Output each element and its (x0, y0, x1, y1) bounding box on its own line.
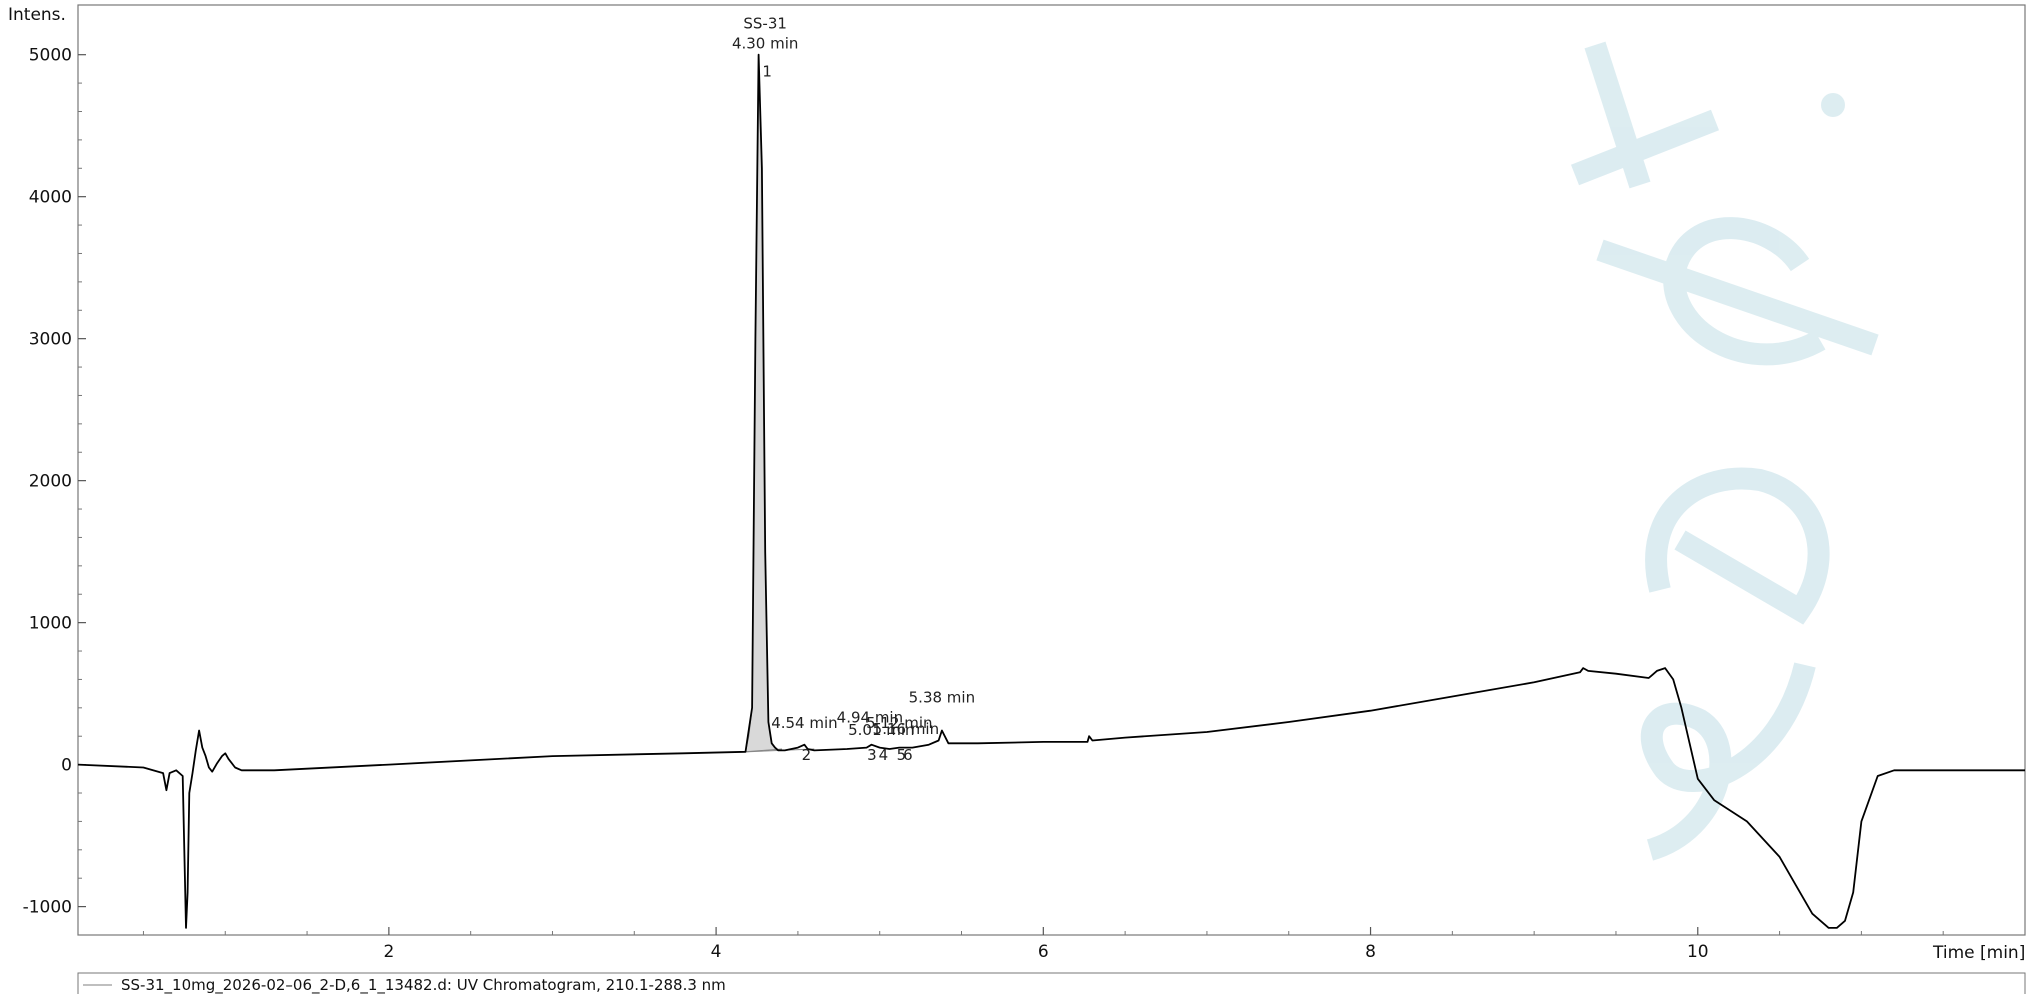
peak-labels: SS-31 4.30 min 1 4.54 min 2 4.94 min 3 5.01 min… (732, 15, 975, 764)
peak-number: 5 (897, 746, 907, 764)
peak-name-label: SS-31 (743, 15, 787, 33)
y-tick-label: 0 (61, 756, 72, 776)
x-axis: 2 4 6 8 10 (142, 927, 1944, 962)
x-axis-title: Time [min] (1932, 943, 2025, 963)
y-tick-label: 4000 (29, 188, 72, 208)
peak-number: 3 (867, 746, 877, 764)
y-tick-label: 2000 (29, 472, 72, 492)
series-line (77, 53, 2025, 929)
plot-frame (77, 4, 2026, 936)
peak-rt-label: 4.30 min (732, 35, 798, 53)
watermark (1570, 41, 1879, 861)
peak-number: 4 (879, 746, 889, 764)
x-tick-label: 2 (383, 942, 394, 962)
peak-rt-label: 4.94 min (837, 709, 903, 727)
y-tick-label: 1000 (29, 614, 72, 634)
y-axis: -1000 0 1000 2000 3000 4000 5000 (23, 46, 86, 918)
peak-rt-label: 5.16 min (873, 720, 939, 738)
x-tick-label: 8 (1365, 942, 1376, 962)
legend-entry: SS-31_10mg_2026-02–06_2-D,6_1_13482.d: U… (121, 976, 726, 994)
peak-number: 2 (802, 746, 812, 764)
y-axis-title: Intens. (8, 5, 66, 25)
peak-area (744, 54, 815, 753)
x-tick-label: 6 (1038, 942, 1049, 962)
peak-number: 1 (762, 63, 772, 81)
y-tick-label: -1000 (23, 898, 72, 918)
x-tick-label: 4 (711, 942, 722, 962)
y-tick-label: 3000 (29, 330, 72, 350)
chromatogram-trace (77, 53, 2025, 929)
x-tick-label: 10 (1687, 942, 1709, 962)
peak-rt-label: 5.38 min (909, 689, 975, 707)
peak-rt-label: 4.54 min (771, 714, 837, 732)
peak-rt-label: 5.01 min (848, 721, 914, 739)
peak-rt-label: 5.12 min (866, 714, 932, 732)
y-tick-label: 5000 (29, 46, 72, 66)
legend-frame (77, 972, 2026, 994)
peak-number: 6 (903, 746, 913, 764)
